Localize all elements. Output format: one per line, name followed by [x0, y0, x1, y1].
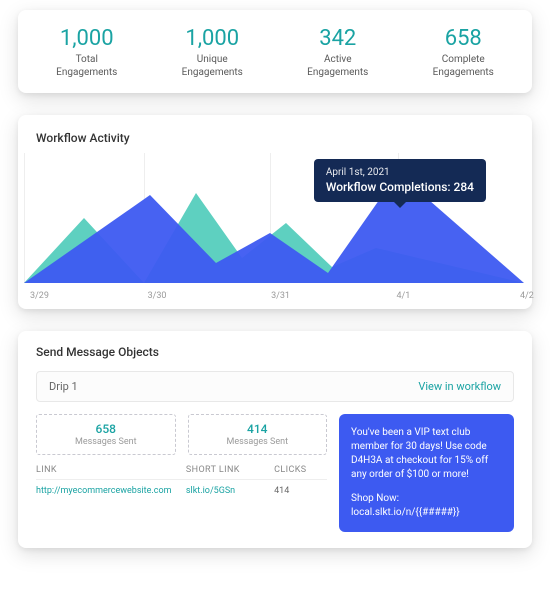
- short-link[interactable]: slkt.io/5GSn: [186, 486, 274, 496]
- sent-label: Messages Sent: [193, 437, 323, 447]
- x-tick: 4/2: [520, 291, 534, 301]
- clicks: 414: [274, 486, 327, 496]
- message-body: You've been a VIP text club member for 3…: [351, 426, 502, 482]
- stat-active: 342 Active Engagements: [275, 26, 401, 79]
- links-table: LINK SHORT LINK CLICKS http://myecommerc…: [36, 465, 327, 496]
- link-url[interactable]: http://myecommercewebsite.com: [36, 486, 186, 496]
- table-row: http://myecommercewebsite.com slkt.io/5G…: [36, 480, 327, 496]
- sent-value: 414: [193, 422, 323, 436]
- stats-card: 1,000 Total Engagements 1,000 Unique Eng…: [18, 10, 532, 93]
- messages-sent-box: 658 Messages Sent: [36, 414, 176, 455]
- drip-name: Drip 1: [49, 380, 78, 393]
- col-header-short: SHORT LINK: [186, 465, 274, 475]
- sent-value: 658: [41, 422, 171, 436]
- stat-value: 1,000: [150, 26, 276, 51]
- message-cta: Shop Now: local.slkt.io/n/{{#####}}: [351, 492, 502, 520]
- messages-sent-box: 414 Messages Sent: [188, 414, 328, 455]
- section-title: Send Message Objects: [36, 345, 514, 359]
- col-header-link: LINK: [36, 465, 186, 475]
- stat-label: Complete Engagements: [401, 53, 527, 79]
- tooltip-value: Workflow Completions: 284: [326, 180, 474, 194]
- sent-label: Messages Sent: [41, 437, 171, 447]
- drip-header: Drip 1 View in workflow: [36, 371, 514, 402]
- stat-label: Unique Engagements: [150, 53, 276, 79]
- stat-label: Total Engagements: [24, 53, 150, 79]
- x-tick: 4/1: [397, 291, 520, 301]
- view-in-workflow-link[interactable]: View in workflow: [418, 380, 501, 393]
- sent-boxes: 658 Messages Sent 414 Messages Sent: [36, 414, 327, 455]
- chart-tooltip: April 1st, 2021 Workflow Completions: 28…: [314, 159, 486, 202]
- stat-value: 342: [275, 26, 401, 51]
- send-message-objects-card: Send Message Objects Drip 1 View in work…: [18, 331, 532, 548]
- stat-unique: 1,000 Unique Engagements: [150, 26, 276, 79]
- x-tick: 3/30: [148, 291, 271, 301]
- chart-area: April 1st, 2021 Workflow Completions: 28…: [24, 153, 526, 287]
- x-tick: 3/29: [30, 291, 148, 301]
- x-axis-ticks: 3/293/303/314/14/2: [24, 287, 526, 301]
- x-tick: 3/31: [271, 291, 396, 301]
- stat-total: 1,000 Total Engagements: [24, 26, 150, 79]
- col-header-clicks: CLICKS: [274, 465, 327, 475]
- stat-value: 658: [401, 26, 527, 51]
- stat-value: 1,000: [24, 26, 150, 51]
- stat-label: Active Engagements: [275, 53, 401, 79]
- workflow-activity-card: Workflow Activity April 1st, 2021 Workfl…: [18, 115, 532, 309]
- stat-complete: 658 Complete Engagements: [401, 26, 527, 79]
- table-header: LINK SHORT LINK CLICKS: [36, 465, 327, 480]
- chart-title: Workflow Activity: [24, 131, 526, 145]
- drip-body: 658 Messages Sent 414 Messages Sent LINK…: [36, 414, 514, 532]
- tooltip-date: April 1st, 2021: [326, 167, 474, 178]
- message-preview: You've been a VIP text club member for 3…: [339, 414, 514, 532]
- drip-left: 658 Messages Sent 414 Messages Sent LINK…: [36, 414, 327, 532]
